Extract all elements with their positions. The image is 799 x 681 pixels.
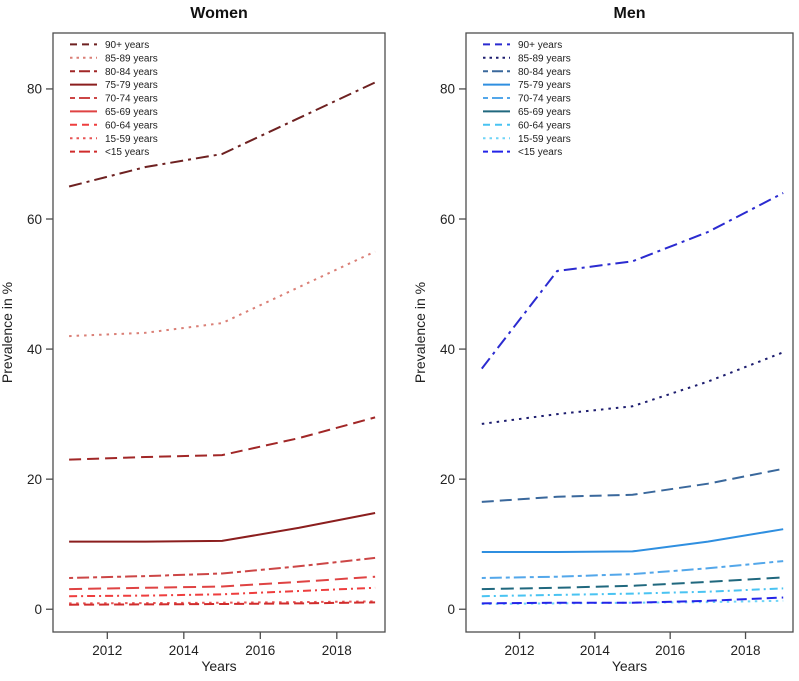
chart-title: Men <box>614 5 646 22</box>
legend-item-70-74-years: 70-74 years <box>70 94 158 105</box>
y-tick-label: 20 <box>440 472 455 487</box>
series-line-90-years <box>68 81 376 188</box>
legend-label: 90+ years <box>518 40 562 51</box>
legend-item-75-79-years: 75-79 years <box>70 80 158 91</box>
y-axis-label: Prevalence in % <box>0 282 15 383</box>
series-line-75-79-years <box>481 528 784 553</box>
legend-item-15-years: <15 years <box>70 147 149 158</box>
legend-label: 90+ years <box>105 40 149 51</box>
y-tick-label: 60 <box>440 212 455 227</box>
legend-label: 65-69 years <box>105 107 158 118</box>
legend-label: 80-84 years <box>518 67 571 78</box>
y-axis-label: Prevalence in % <box>412 282 428 383</box>
x-axis-label: Years <box>201 658 236 674</box>
legend-label: 65-69 years <box>518 107 571 118</box>
legend: 90+ years 85-89 years 80-84 years 75-79 yea… <box>70 40 158 158</box>
series-line-85-89-years <box>69 250 376 338</box>
series-line-65-69-years <box>481 576 784 591</box>
x-tick-label: 2016 <box>245 643 275 658</box>
legend-item-80-84-years: 80-84 years <box>70 67 158 78</box>
legend-item-15-years: <15 years <box>483 147 562 158</box>
legend-item-65-69-years: 65-69 years <box>70 107 158 118</box>
legend-item-75-79-years: 75-79 years <box>483 80 571 91</box>
series-line-75-79-years <box>69 512 376 543</box>
legend-item-60-64-years: 60-64 years <box>483 120 571 131</box>
plot-border <box>465 32 794 633</box>
series-line-60-64-years <box>481 587 784 598</box>
y-tick-label: 0 <box>447 602 455 617</box>
y-tick-label: 80 <box>27 82 42 97</box>
legend-item-65-69-years: 65-69 years <box>483 107 571 118</box>
x-tick-label: 2018 <box>731 643 761 658</box>
legend-label: <15 years <box>105 147 149 158</box>
x-tick-label: 2012 <box>92 643 122 658</box>
x-tick-label: 2016 <box>655 643 685 658</box>
series-line-85-89-years <box>481 351 784 425</box>
series-line-15-years <box>69 601 376 606</box>
legend-item-60-64-years: 60-64 years <box>70 120 158 131</box>
legend-item-80-84-years: 80-84 years <box>483 67 571 78</box>
series-line-65-69-years <box>69 575 376 591</box>
series-line-70-74-years <box>69 556 376 579</box>
y-tick-label: 0 <box>34 602 42 617</box>
series-line-60-64-years <box>69 586 376 598</box>
legend-label: 80-84 years <box>105 67 158 78</box>
legend: 90+ years 85-89 years 80-84 years 75-79 yea… <box>483 40 571 158</box>
legend-label: 60-64 years <box>105 120 158 131</box>
legend-label: 85-89 years <box>105 53 158 64</box>
plot-border <box>52 32 386 633</box>
legend-label: 60-64 years <box>518 120 571 131</box>
series-line-80-84-years <box>69 416 376 461</box>
y-tick-label: 40 <box>27 342 42 357</box>
series-line-15-years <box>481 596 784 605</box>
series-line-80-84-years <box>481 467 784 503</box>
series-line-70-74-years <box>481 560 784 579</box>
chart-panel-women: 0 20 40 60 80 2012 2014 2016 2018 Women Years Preva… <box>0 5 386 674</box>
series-line-15-59-years <box>69 600 376 605</box>
series-line-90-years <box>481 192 784 370</box>
legend-item-70-74-years: 70-74 years <box>483 94 571 105</box>
legend-label: <15 years <box>518 147 562 158</box>
y-tick-label: 60 <box>27 212 42 227</box>
legend-label: 75-79 years <box>518 80 571 91</box>
x-tick-label: 2012 <box>504 643 534 658</box>
legend-label: 15-59 years <box>518 134 571 145</box>
legend-item-85-89-years: 85-89 years <box>70 53 158 64</box>
chart-panel-men: 0 20 40 60 80 2012 2014 2016 2018 Men Years Prevale… <box>412 5 794 674</box>
legend-label: 75-79 years <box>105 80 158 91</box>
legend-item-90-years: 90+ years <box>483 40 562 51</box>
legend-item-15-59-years: 15-59 years <box>483 134 571 145</box>
legend-item-90-years: 90+ years <box>70 40 149 51</box>
x-tick-label: 2018 <box>322 643 352 658</box>
y-tick-label: 80 <box>440 82 455 97</box>
legend-item-15-59-years: 15-59 years <box>70 134 158 145</box>
y-tick-label: 40 <box>440 342 455 357</box>
x-tick-label: 2014 <box>169 643 200 658</box>
y-tick-label: 20 <box>27 472 42 487</box>
legend-label: 70-74 years <box>105 94 158 105</box>
legend-item-85-89-years: 85-89 years <box>483 53 571 64</box>
x-axis-label: Years <box>612 658 647 674</box>
chart-title: Women <box>190 5 247 22</box>
legend-label: 15-59 years <box>105 134 158 145</box>
legend-label: 85-89 years <box>518 53 571 64</box>
x-tick-label: 2014 <box>580 643 611 658</box>
legend-label: 70-74 years <box>518 94 571 105</box>
